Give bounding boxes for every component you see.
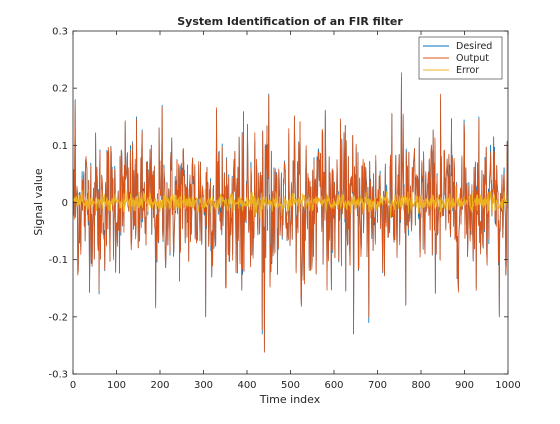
- y-tick-label: -0.1: [48, 255, 68, 266]
- y-tick-label: 0.2: [52, 84, 68, 95]
- y-tick-label: 0.3: [52, 27, 68, 38]
- y-tick-label: 0: [62, 198, 68, 209]
- legend-label-desired: Desired: [456, 41, 492, 52]
- x-tick-label: 400: [237, 380, 256, 391]
- series-line-output: [73, 72, 509, 353]
- series-layer: [73, 72, 509, 353]
- x-tick-label: 600: [324, 380, 343, 391]
- x-tick-label: 300: [194, 380, 213, 391]
- x-tick-label: 800: [411, 380, 430, 391]
- x-tick-label: 200: [150, 380, 169, 391]
- x-tick-label: 900: [455, 380, 474, 391]
- y-tick-label: -0.3: [48, 370, 68, 381]
- x-tick-label: 700: [368, 380, 387, 391]
- chart-title: System Identification of an FIR filter: [177, 15, 403, 28]
- x-axis: 0 100 200 300 400 500 600 700 800 900 1000: [70, 31, 521, 391]
- x-tick-label: 1000: [495, 380, 520, 391]
- legend: Desired Output Error: [418, 36, 503, 80]
- y-axis-label: Signal value: [32, 168, 45, 236]
- x-tick-label: 100: [107, 380, 126, 391]
- y-axis: -0.3 -0.2 -0.1 0 0.1 0.2 0.3: [48, 27, 508, 381]
- legend-label-error: Error: [456, 65, 479, 76]
- x-tick-label: 500: [281, 380, 300, 391]
- legend-label-output: Output: [456, 53, 489, 64]
- series-line-error: [73, 185, 509, 219]
- y-tick-label: -0.2: [48, 312, 68, 323]
- x-tick-label: 0: [70, 380, 76, 391]
- x-axis-label: Time index: [259, 393, 321, 406]
- y-tick-label: 0.1: [52, 141, 68, 152]
